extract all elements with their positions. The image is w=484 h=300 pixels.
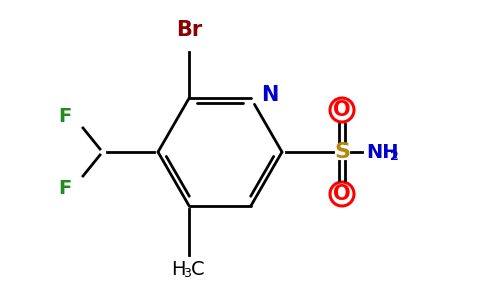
Text: F: F [59, 106, 72, 125]
Text: 3: 3 [183, 267, 191, 280]
Text: C: C [191, 260, 205, 279]
Text: NH: NH [366, 142, 398, 161]
Text: O: O [333, 100, 351, 120]
Text: F: F [59, 178, 72, 197]
Text: N: N [261, 85, 278, 105]
Text: O: O [333, 184, 351, 204]
Text: S: S [334, 142, 350, 162]
Text: 2: 2 [390, 151, 399, 164]
Text: H: H [171, 260, 185, 279]
Text: Br: Br [176, 20, 202, 40]
